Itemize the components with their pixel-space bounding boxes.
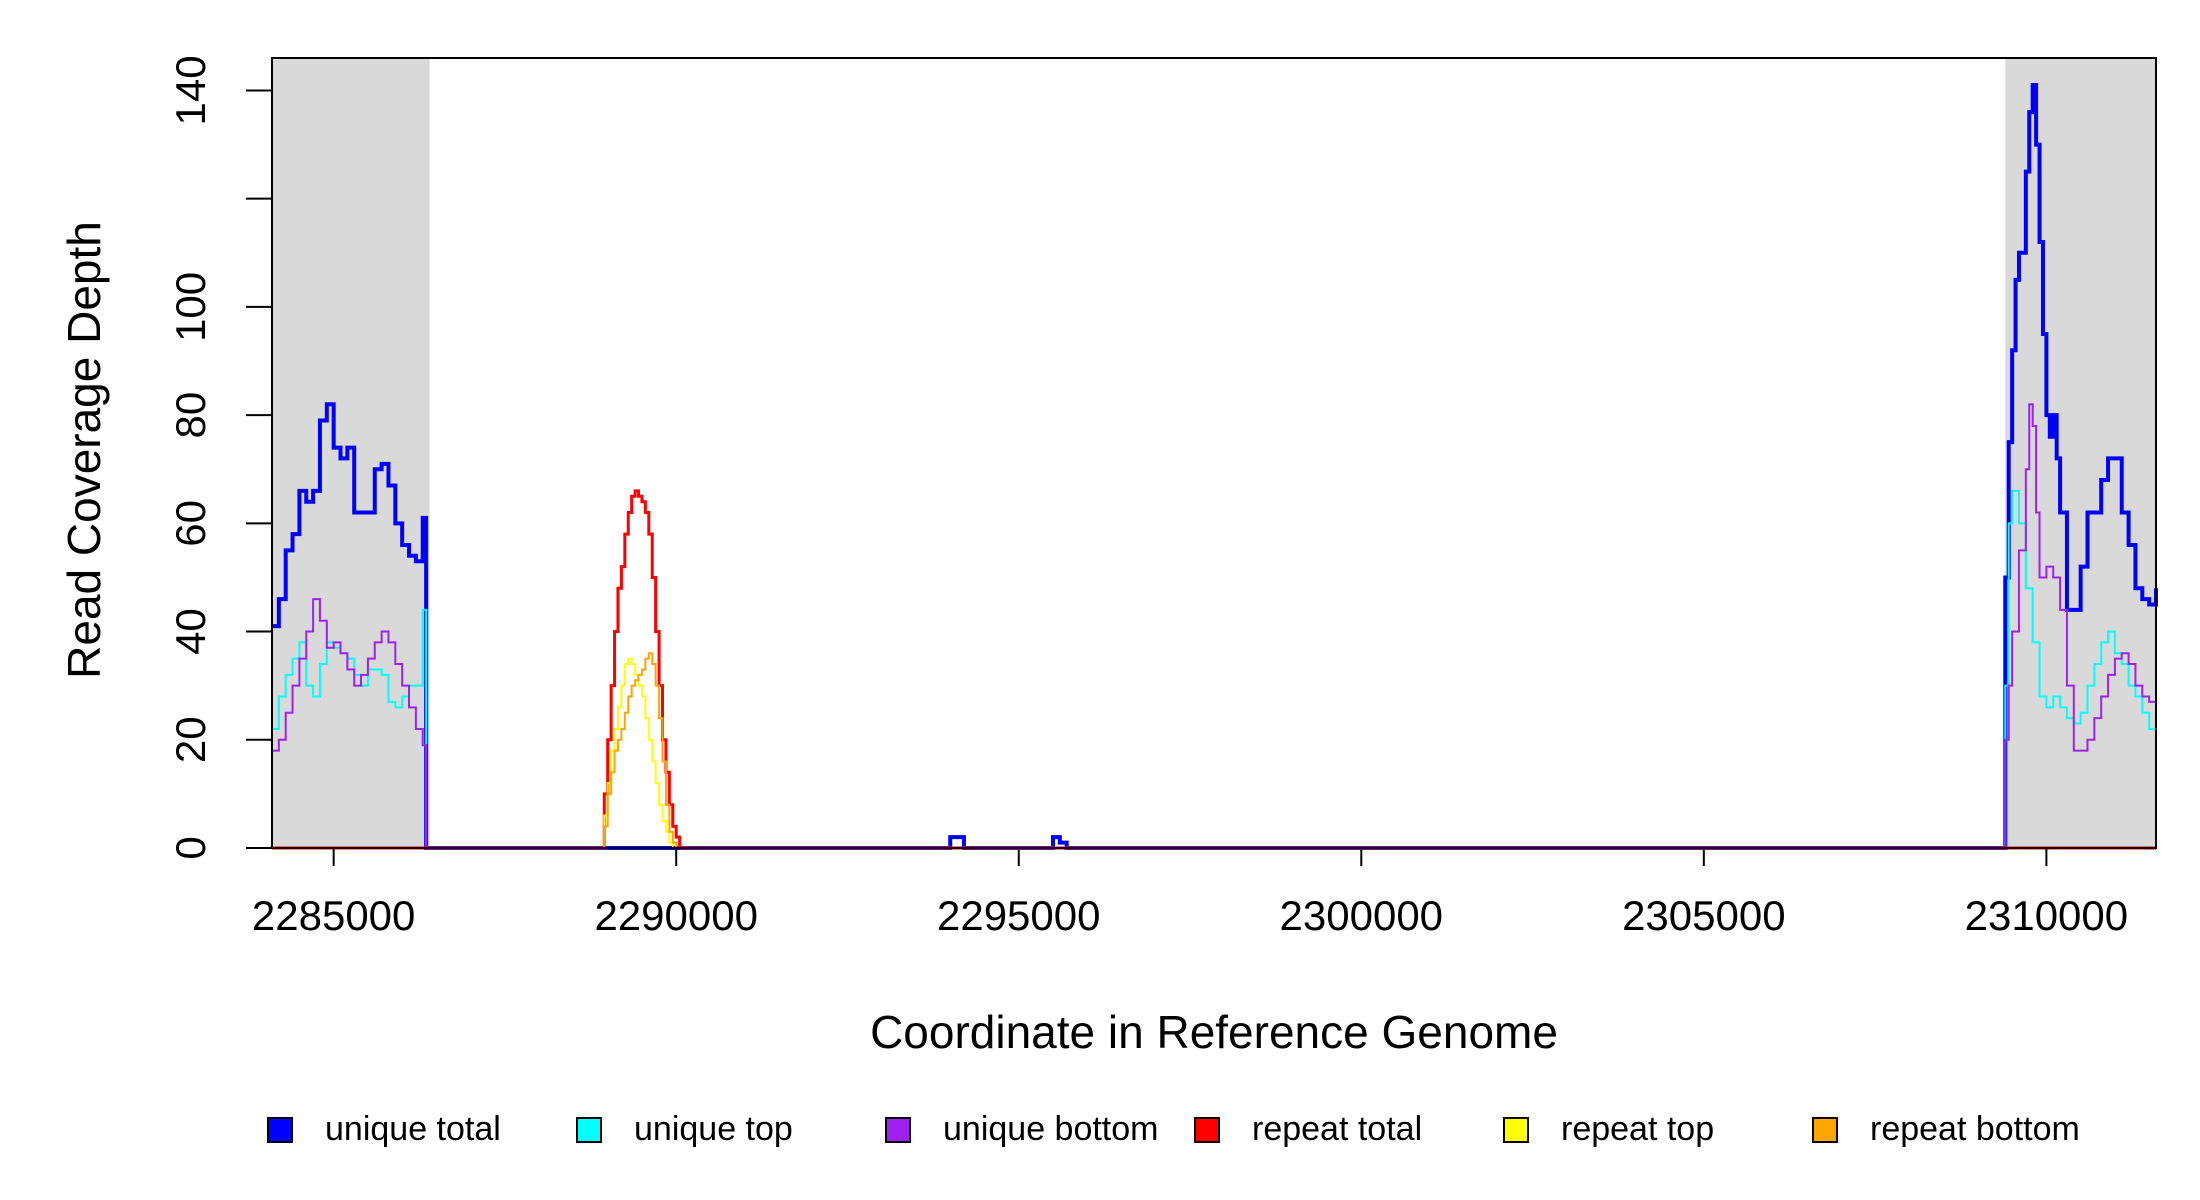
plot-frame: [271, 57, 2157, 849]
legend-swatch: [576, 1117, 602, 1143]
shaded-regions: [272, 58, 2156, 848]
x-tick-label: 2290000: [594, 892, 758, 939]
shaded-region-1: [272, 58, 430, 848]
x-axis-title: Coordinate in Reference Genome: [870, 1006, 1558, 1058]
x-axis: 2285000 2290000 2295000 2300000 2305000 23100…: [252, 847, 2129, 939]
shaded-region-2: [2005, 58, 2156, 848]
series-line-repeat-top: [272, 657, 2156, 849]
y-tick-label: 80: [167, 392, 214, 439]
x-tick-label: 2295000: [937, 892, 1101, 939]
y-tick-label: 60: [167, 500, 214, 547]
legend-label: unique bottom: [943, 1110, 1159, 1148]
legend-label: repeat top: [1561, 1110, 1714, 1148]
y-tick-label: 0: [167, 836, 214, 859]
x-tick-label: 2285000: [252, 892, 416, 939]
legend: unique total unique top unique bottom repea…: [267, 1110, 2080, 1148]
series-line-unique-total: [272, 83, 2158, 850]
x-tick-label: 2305000: [1622, 892, 1786, 939]
legend-label: unique top: [634, 1110, 793, 1148]
series-lines: [272, 83, 2158, 850]
series-line-unique-bottom: [272, 403, 2157, 849]
y-axis: 0 20 40 60 80 100 140: [167, 55, 273, 860]
x-tick-label: 2300000: [1280, 892, 1444, 939]
y-tick-label: 20: [167, 716, 214, 763]
legend-swatch: [885, 1117, 911, 1143]
legend-label: repeat total: [1252, 1110, 1422, 1148]
series-line-unique-top: [272, 489, 2157, 849]
x-tick-label: 2310000: [1965, 892, 2129, 939]
legend-swatch: [1503, 1117, 1529, 1143]
legend-swatch: [267, 1117, 293, 1143]
y-tick-label: 140: [167, 55, 214, 125]
legend-label: repeat bottom: [1870, 1110, 2080, 1148]
series-line-repeat-bottom: [272, 652, 2156, 849]
y-tick-label: 100: [167, 272, 214, 342]
y-tick-label: 40: [167, 608, 214, 655]
legend-label: unique total: [325, 1110, 501, 1148]
legend-swatch: [1812, 1117, 1838, 1143]
y-axis-title: Read Coverage Depth: [58, 221, 110, 679]
legend-swatch: [1194, 1117, 1220, 1143]
series-line-repeat-total: [272, 489, 2156, 850]
